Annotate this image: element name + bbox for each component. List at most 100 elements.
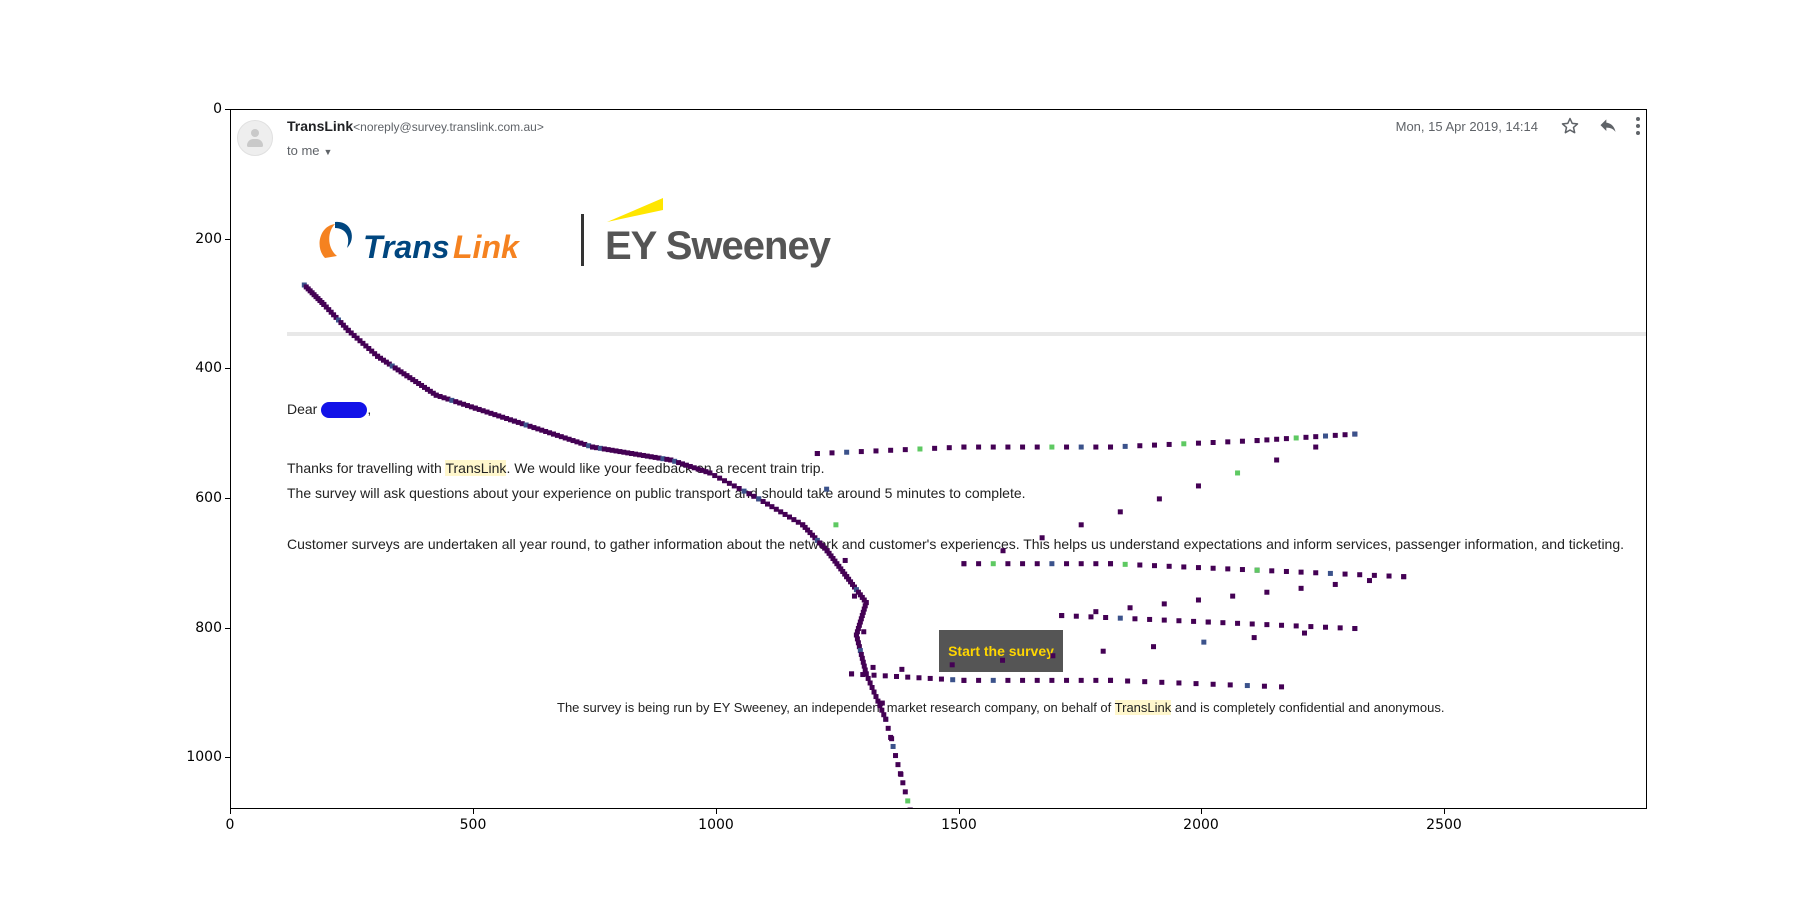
heatmap-cell <box>380 357 386 363</box>
heatmap-cell <box>321 301 327 307</box>
heatmap-cell <box>833 522 839 528</box>
heatmap-cell <box>889 736 895 742</box>
heatmap-cell <box>1122 443 1128 449</box>
heatmap-cell <box>814 451 820 457</box>
heatmap-cell <box>842 557 848 563</box>
heatmap-cell <box>375 353 381 359</box>
heatmap-cell <box>1313 444 1319 450</box>
y-tick-label: 600 <box>195 490 222 506</box>
heatmap-cell <box>1254 438 1260 444</box>
heatmap-cell <box>566 436 572 442</box>
heatmap-cell <box>851 584 857 590</box>
heatmap-cell <box>1298 585 1304 591</box>
heatmap-cell <box>621 449 627 455</box>
heatmap-cell <box>1274 436 1280 442</box>
heatmap-cell <box>814 451 820 457</box>
sender-name[interactable]: TransLink <box>287 118 354 134</box>
heatmap-cell <box>1117 615 1123 621</box>
heatmap-cell <box>1239 567 1245 573</box>
heatmap-cell <box>305 286 311 292</box>
heatmap-cell <box>445 396 451 402</box>
heatmap-cell <box>1176 618 1182 624</box>
heatmap-cell <box>795 519 801 525</box>
heatmap-cell <box>1103 615 1109 620</box>
heatmap-cell <box>1293 623 1299 629</box>
translink-highlight: TransLink <box>445 460 507 476</box>
heatmap-cell <box>617 449 623 455</box>
heatmap-cell <box>1181 441 1187 447</box>
logo-divider <box>581 214 584 266</box>
recipient-dropdown[interactable]: to me ▼ <box>287 143 332 158</box>
heatmap-cell <box>582 441 588 447</box>
heatmap-cell <box>1313 434 1319 440</box>
heatmap-cell <box>404 373 410 379</box>
heatmap-cell <box>842 571 848 577</box>
heatmap-cell <box>882 673 888 679</box>
heatmap-cell <box>1059 613 1065 619</box>
heatmap-cell <box>407 375 413 381</box>
heatmap-cell <box>865 675 871 681</box>
heatmap-cell <box>807 530 813 536</box>
heatmap-cell <box>917 446 923 452</box>
heatmap-cell <box>1127 605 1133 611</box>
email-date: Mon, 15 Apr 2019, 14:14 <box>1395 119 1538 134</box>
heatmap-cell <box>1274 457 1280 463</box>
heatmap-cell <box>543 428 549 434</box>
heatmap-cell <box>554 432 560 438</box>
heatmap-cell <box>1195 483 1201 489</box>
heatmap-cell <box>898 771 904 777</box>
heatmap-cell <box>1352 626 1358 632</box>
heatmap-cell <box>372 351 378 357</box>
heatmap-cell <box>539 427 545 433</box>
star-icon[interactable] <box>1558 114 1582 138</box>
heatmap-cell <box>1005 561 1011 567</box>
heatmap-cell <box>648 454 654 460</box>
more-vert-icon[interactable] <box>1626 114 1646 138</box>
heatmap-cell <box>343 325 349 331</box>
heatmap-cell <box>1020 677 1026 683</box>
heatmap-cell <box>855 626 861 632</box>
heatmap-cell <box>1254 438 1260 444</box>
heatmap-cell <box>844 574 850 580</box>
heatmap-cell <box>938 676 944 682</box>
heatmap-cell <box>457 400 463 406</box>
heatmap-cell <box>849 671 855 677</box>
heatmap-cell <box>504 416 510 422</box>
heatmap-cell <box>410 377 416 383</box>
heatmap-cell <box>1323 433 1329 439</box>
svg-text:Link: Link <box>453 229 521 265</box>
heatmap-cell <box>515 419 521 425</box>
heatmap-cell <box>363 343 369 349</box>
heatmap-cell <box>1156 496 1162 502</box>
heatmap-cell <box>586 443 592 449</box>
x-tick-label: 2000 <box>1183 817 1219 833</box>
heatmap-cell <box>1293 435 1299 441</box>
heatmap-cell <box>863 671 869 677</box>
heatmap-cell <box>828 553 834 559</box>
y-tick-label: 0 <box>213 101 222 117</box>
heatmap-cell <box>1161 601 1167 607</box>
heatmap-cell <box>1166 563 1172 569</box>
heatmap-cell <box>1078 561 1084 567</box>
heatmap-cell <box>961 677 967 683</box>
heatmap-cell <box>1142 679 1148 685</box>
heatmap-cell <box>590 444 596 450</box>
heatmap-cell <box>902 789 908 795</box>
heatmap-cell <box>1205 619 1211 625</box>
heatmap-cell <box>1034 677 1040 683</box>
heatmap-cell <box>950 677 956 683</box>
heatmap-cell <box>1034 444 1040 450</box>
reply-icon[interactable] <box>1596 114 1620 138</box>
heatmap-cell <box>861 663 867 669</box>
heatmap-cell <box>1159 679 1165 685</box>
heatmap-cell <box>453 399 459 405</box>
sender-line: TransLink<noreply@survey.translink.com.a… <box>287 118 544 134</box>
start-survey-button[interactable]: Start the survey <box>939 630 1063 672</box>
heatmap-cell <box>800 522 806 528</box>
heatmap-cell <box>857 592 863 598</box>
x-tick-mark <box>473 809 474 814</box>
translink-highlight: TransLink <box>1114 700 1172 715</box>
heatmap-cell <box>862 667 868 673</box>
y-tick-mark <box>225 628 230 629</box>
redacted-name <box>321 402 368 419</box>
